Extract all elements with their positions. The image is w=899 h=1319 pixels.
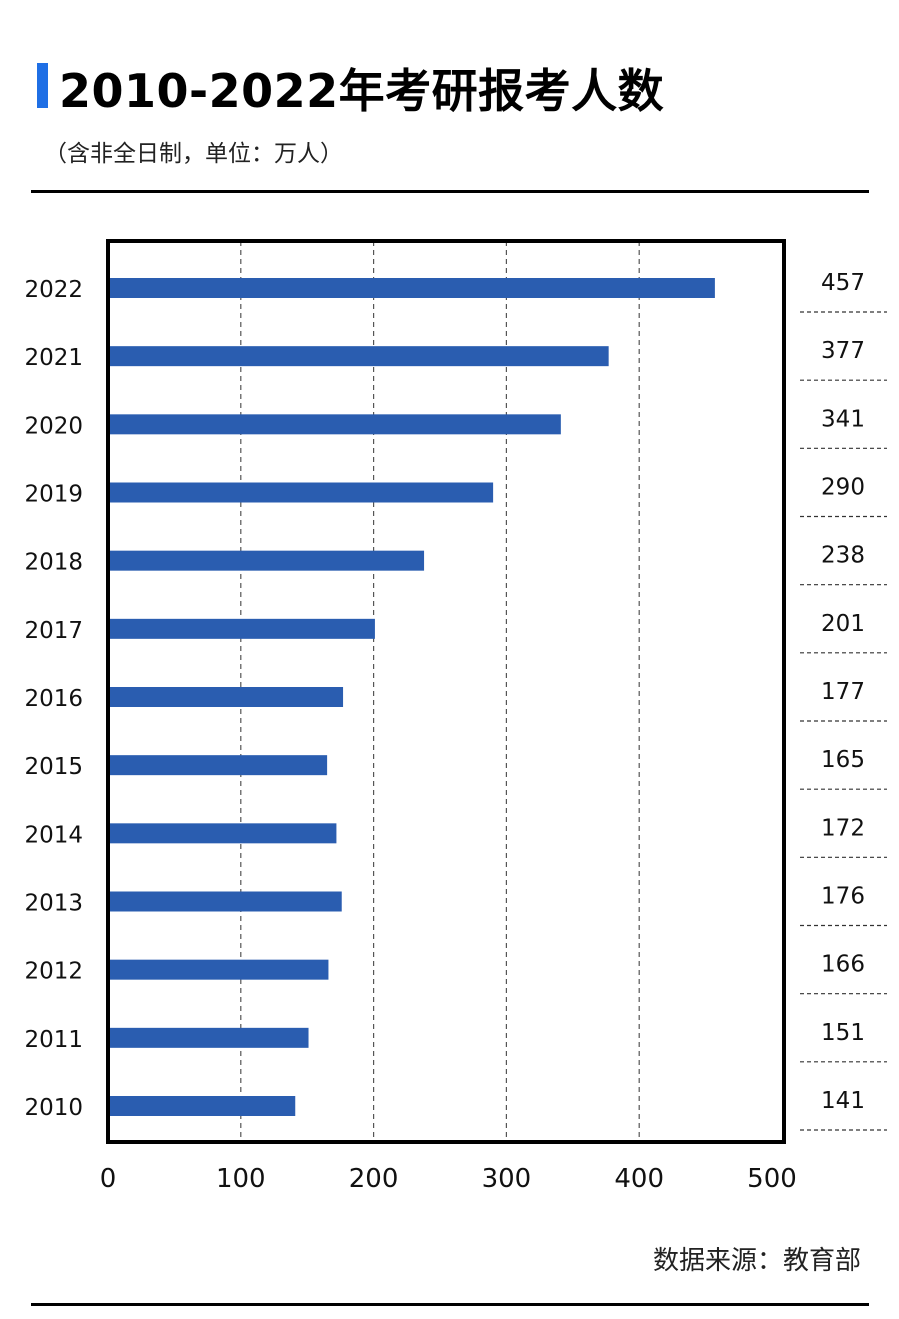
category-label-2022: 2022 [24, 277, 83, 303]
chart-subtitle: （含非全日制，单位：万人） [44, 141, 343, 167]
category-label-2015: 2015 [24, 754, 83, 780]
data-source: 数据来源：教育部 [652, 1246, 861, 1276]
value-label-2020: 341 [821, 406, 865, 432]
value-label-2019: 290 [821, 475, 865, 501]
bar-2013 [109, 891, 342, 912]
value-label-2018: 238 [821, 543, 865, 569]
category-label-2017: 2017 [24, 618, 83, 644]
plot-frame [106, 239, 786, 1144]
category-labels: 2022 2021 2020 2019 2018 2017 2016 2015 2014 2013… [24, 277, 83, 1121]
bar-2018 [109, 550, 425, 571]
bar-2014 [109, 823, 337, 844]
category-label-2021: 2021 [24, 345, 83, 371]
category-label-2020: 2020 [24, 413, 83, 439]
value-label-2012: 166 [821, 952, 865, 978]
title-accent-bar [37, 63, 48, 108]
value-label-2013: 176 [821, 884, 865, 910]
category-label-2011: 2011 [24, 1027, 83, 1053]
category-label-2013: 2013 [24, 891, 83, 917]
value-label-2017: 201 [821, 611, 865, 637]
category-label-2010: 2010 [24, 1095, 83, 1121]
x-tick-label: 400 [614, 1164, 664, 1194]
bar-2020 [109, 414, 561, 435]
category-label-2018: 2018 [24, 550, 83, 576]
x-tick-labels: 0 100 200 300 400 500 [100, 1164, 797, 1194]
x-tick-label: 0 [100, 1164, 117, 1194]
category-label-2012: 2012 [24, 959, 83, 985]
value-label-2014: 172 [821, 815, 865, 841]
bar-2012 [109, 959, 329, 980]
x-tick-label: 300 [482, 1164, 532, 1194]
category-label-2019: 2019 [24, 482, 83, 508]
category-label-2014: 2014 [24, 822, 83, 848]
value-label-2015: 165 [821, 747, 865, 773]
x-tick-label: 200 [349, 1164, 399, 1194]
chart-title: 2010-2022年考研报考人数 [59, 64, 665, 118]
bottom-divider [31, 1303, 869, 1306]
x-tick-label: 500 [747, 1164, 797, 1194]
bar-2015 [109, 755, 328, 776]
x-tick-label: 100 [216, 1164, 266, 1194]
bar-2021 [109, 346, 609, 367]
bar-2011 [109, 1027, 309, 1048]
bar-2010 [109, 1096, 296, 1116]
value-label-2011: 151 [821, 1020, 865, 1046]
bars-group [109, 278, 715, 1116]
value-label-2021: 377 [821, 338, 865, 364]
bar-2022 [109, 278, 715, 298]
value-label-2016: 177 [821, 679, 865, 705]
bar-2016 [109, 687, 344, 707]
category-label-2016: 2016 [24, 686, 83, 712]
value-label-2010: 141 [821, 1088, 865, 1114]
top-divider [31, 190, 869, 193]
bar-2017 [109, 618, 375, 639]
bar-2019 [109, 482, 494, 503]
value-labels: 457 377 341 290 238 201 177 165 172 176 166 151 141 [800, 270, 887, 1131]
value-label-2022: 457 [821, 270, 865, 296]
